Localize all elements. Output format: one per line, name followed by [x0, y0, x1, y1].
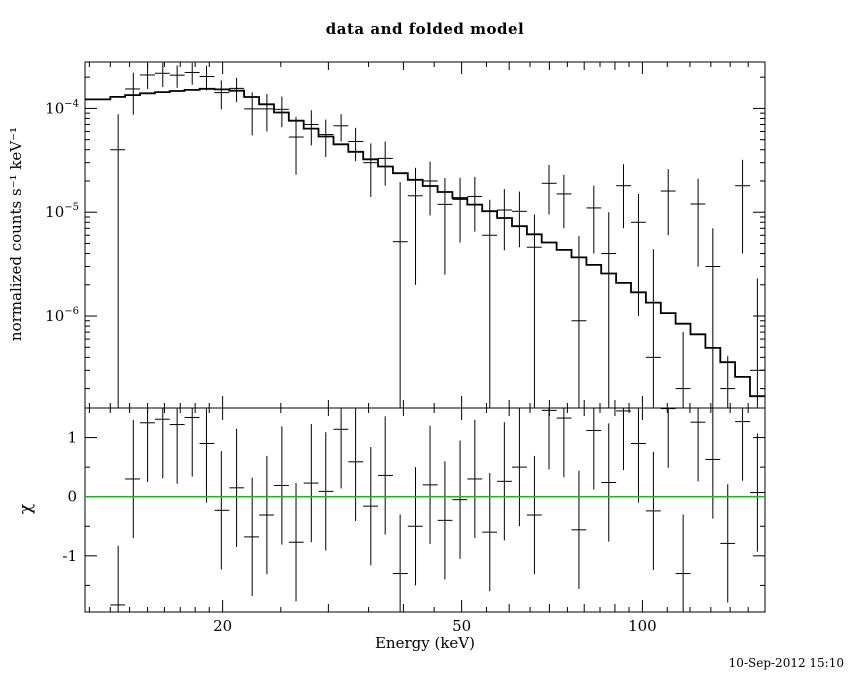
y-tick-label: 10−5 [45, 202, 79, 221]
timestamp: 10-Sep-2012 15:10 [728, 656, 844, 670]
x-tick-label: 100 [628, 617, 657, 635]
residual-points [110, 408, 765, 612]
folded-model-line [85, 87, 765, 398]
y-tick-label: 10−4 [45, 98, 79, 117]
x-tick-label: 50 [452, 617, 471, 635]
axis-ticks [85, 62, 765, 612]
chi-tick-label: -1 [62, 547, 77, 565]
tick-labels: 20 50 100 10−4 10−5 10−6 1 0 -1 [45, 98, 657, 635]
y-axis-label-top: normalized counts s⁻¹ keV⁻¹ [7, 126, 25, 342]
x-axis-label: Energy (keV) [374, 634, 475, 652]
spectrum-data-points [110, 62, 765, 408]
y-tick-label: 10−6 [45, 306, 79, 325]
chi-tick-label: 1 [67, 429, 77, 447]
plot-title: data and folded model [325, 20, 525, 38]
x-tick-label: 20 [213, 617, 232, 635]
panel-frames [84, 61, 766, 613]
chi-tick-label: 0 [67, 488, 77, 506]
y-axis-label-chi: χ [16, 503, 36, 515]
